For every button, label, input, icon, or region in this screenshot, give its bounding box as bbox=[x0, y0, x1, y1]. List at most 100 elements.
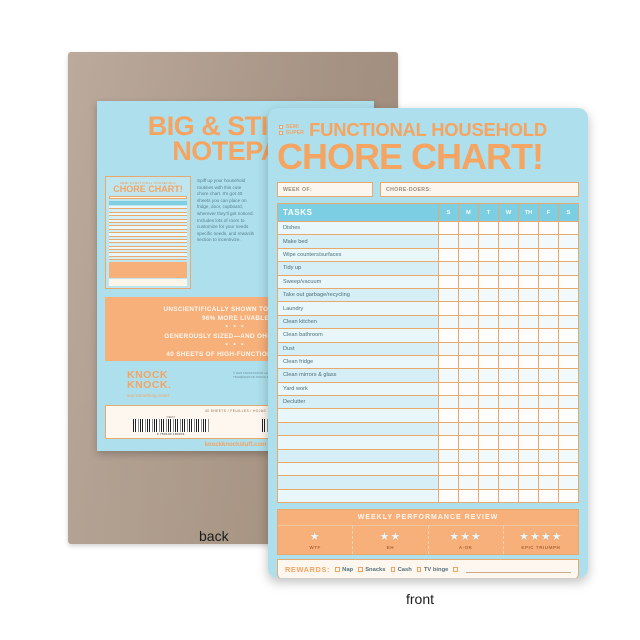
task-day-checkbox-cell[interactable] bbox=[558, 341, 579, 356]
semi-super-checkbox-group[interactable]: SEMI SUPER bbox=[279, 121, 304, 136]
task-day-checkbox-cell[interactable] bbox=[538, 381, 559, 397]
task-day-checkbox-cell[interactable] bbox=[538, 261, 559, 276]
task-name-cell[interactable]: Tidy up bbox=[277, 261, 439, 276]
task-day-checkbox-cell[interactable] bbox=[498, 287, 519, 303]
task-day-checkbox-cell[interactable] bbox=[498, 395, 519, 410]
task-day-checkbox-cell[interactable] bbox=[558, 435, 579, 450]
checkbox-super[interactable]: SUPER bbox=[279, 130, 304, 136]
week-of-field[interactable]: WEEK OF: bbox=[277, 182, 373, 197]
task-day-checkbox-cell[interactable] bbox=[478, 395, 499, 410]
task-day-checkbox-cell[interactable] bbox=[498, 408, 519, 423]
task-day-checkbox-cell[interactable] bbox=[438, 368, 459, 383]
task-day-checkbox-cell[interactable] bbox=[458, 408, 479, 423]
task-day-checkbox-cell[interactable] bbox=[478, 341, 499, 356]
task-day-checkbox-cell[interactable] bbox=[438, 408, 459, 423]
task-name-cell[interactable]: Dust bbox=[277, 341, 439, 356]
task-day-checkbox-cell[interactable] bbox=[498, 354, 519, 370]
task-day-checkbox-cell[interactable] bbox=[518, 301, 539, 316]
task-day-checkbox-cell[interactable] bbox=[558, 261, 579, 276]
task-day-checkbox-cell[interactable] bbox=[438, 234, 459, 249]
task-day-checkbox-cell[interactable] bbox=[478, 234, 499, 249]
task-name-cell[interactable]: Dishes bbox=[277, 220, 439, 236]
task-day-checkbox-cell[interactable] bbox=[458, 247, 479, 263]
task-day-checkbox-cell[interactable] bbox=[558, 247, 579, 263]
task-day-checkbox-cell[interactable] bbox=[458, 328, 479, 343]
task-day-checkbox-cell[interactable] bbox=[478, 381, 499, 397]
task-day-checkbox-cell[interactable] bbox=[438, 220, 459, 236]
task-day-checkbox-cell[interactable] bbox=[458, 220, 479, 236]
task-day-checkbox-cell[interactable] bbox=[538, 274, 559, 289]
task-name-cell[interactable]: Yard work bbox=[277, 381, 439, 397]
task-day-checkbox-cell[interactable] bbox=[558, 475, 579, 490]
task-day-checkbox-cell[interactable] bbox=[438, 328, 459, 343]
task-day-checkbox-cell[interactable] bbox=[558, 287, 579, 303]
task-day-checkbox-cell[interactable] bbox=[518, 488, 539, 504]
task-day-checkbox-cell[interactable] bbox=[458, 435, 479, 450]
task-name-cell[interactable] bbox=[277, 448, 439, 464]
task-name-cell[interactable]: Declutter bbox=[277, 395, 439, 410]
task-day-checkbox-cell[interactable] bbox=[518, 247, 539, 263]
checkbox-icon[interactable] bbox=[279, 124, 284, 130]
reward-option-snacks[interactable]: Snacks bbox=[358, 567, 386, 573]
task-day-checkbox-cell[interactable] bbox=[438, 341, 459, 356]
task-day-checkbox-cell[interactable] bbox=[438, 274, 459, 289]
task-day-checkbox-cell[interactable] bbox=[538, 301, 559, 316]
task-day-checkbox-cell[interactable] bbox=[558, 274, 579, 289]
task-day-checkbox-cell[interactable] bbox=[498, 341, 519, 356]
rating-wtf[interactable]: ★ WTF bbox=[278, 526, 354, 555]
task-day-checkbox-cell[interactable] bbox=[498, 301, 519, 316]
task-name-cell[interactable] bbox=[277, 421, 439, 437]
checkbox-icon[interactable] bbox=[279, 130, 284, 136]
task-day-checkbox-cell[interactable] bbox=[558, 408, 579, 423]
task-day-checkbox-cell[interactable] bbox=[438, 301, 459, 316]
task-day-checkbox-cell[interactable] bbox=[478, 354, 499, 370]
task-day-checkbox-cell[interactable] bbox=[518, 475, 539, 490]
task-day-checkbox-cell[interactable] bbox=[438, 381, 459, 397]
task-day-checkbox-cell[interactable] bbox=[458, 261, 479, 276]
task-day-checkbox-cell[interactable] bbox=[558, 220, 579, 236]
task-day-checkbox-cell[interactable] bbox=[558, 368, 579, 383]
star-icon-group[interactable]: ★★★★ bbox=[519, 531, 563, 544]
task-day-checkbox-cell[interactable] bbox=[438, 314, 459, 330]
task-day-checkbox-cell[interactable] bbox=[478, 287, 499, 303]
checkbox-icon[interactable] bbox=[416, 567, 422, 572]
task-name-cell[interactable] bbox=[277, 475, 439, 490]
task-day-checkbox-cell[interactable] bbox=[458, 475, 479, 490]
task-name-cell[interactable]: Clean kitchen bbox=[277, 314, 439, 330]
task-day-checkbox-cell[interactable] bbox=[498, 368, 519, 383]
chore-doers-field[interactable]: CHORE-DOERS: bbox=[380, 182, 579, 197]
task-day-checkbox-cell[interactable] bbox=[478, 488, 499, 504]
task-day-checkbox-cell[interactable] bbox=[478, 408, 499, 423]
task-day-checkbox-cell[interactable] bbox=[538, 462, 559, 477]
task-day-checkbox-cell[interactable] bbox=[458, 462, 479, 477]
task-day-checkbox-cell[interactable] bbox=[478, 328, 499, 343]
task-day-checkbox-cell[interactable] bbox=[538, 234, 559, 249]
task-day-checkbox-cell[interactable] bbox=[458, 381, 479, 397]
task-day-checkbox-cell[interactable] bbox=[438, 287, 459, 303]
task-day-checkbox-cell[interactable] bbox=[498, 247, 519, 263]
task-day-checkbox-cell[interactable] bbox=[518, 314, 539, 330]
reward-option-nap[interactable]: Nap bbox=[335, 567, 353, 573]
task-day-checkbox-cell[interactable] bbox=[478, 274, 499, 289]
task-day-checkbox-cell[interactable] bbox=[458, 234, 479, 249]
task-day-checkbox-cell[interactable] bbox=[478, 368, 499, 383]
task-name-cell[interactable]: Take out garbage/recycling bbox=[277, 287, 439, 303]
rating-epic-triumph[interactable]: ★★★★ EPIC TRIUMPH bbox=[504, 526, 578, 554]
task-day-checkbox-cell[interactable] bbox=[438, 475, 459, 490]
task-day-checkbox-cell[interactable] bbox=[538, 408, 559, 423]
task-day-checkbox-cell[interactable] bbox=[458, 488, 479, 504]
task-day-checkbox-cell[interactable] bbox=[518, 462, 539, 477]
task-day-checkbox-cell[interactable] bbox=[538, 488, 559, 504]
task-day-checkbox-cell[interactable] bbox=[518, 261, 539, 276]
task-day-checkbox-cell[interactable] bbox=[558, 314, 579, 330]
task-day-checkbox-cell[interactable] bbox=[518, 381, 539, 397]
task-day-checkbox-cell[interactable] bbox=[458, 301, 479, 316]
task-day-checkbox-cell[interactable] bbox=[558, 488, 579, 504]
task-day-checkbox-cell[interactable] bbox=[498, 220, 519, 236]
reward-option-tv-binge[interactable]: TV binge bbox=[416, 567, 448, 573]
task-day-checkbox-cell[interactable] bbox=[558, 328, 579, 343]
task-day-checkbox-cell[interactable] bbox=[498, 234, 519, 249]
task-day-checkbox-cell[interactable] bbox=[538, 341, 559, 356]
checkbox-icon[interactable] bbox=[453, 567, 458, 572]
task-name-cell[interactable]: Wipe counters/surfaces bbox=[277, 247, 439, 263]
